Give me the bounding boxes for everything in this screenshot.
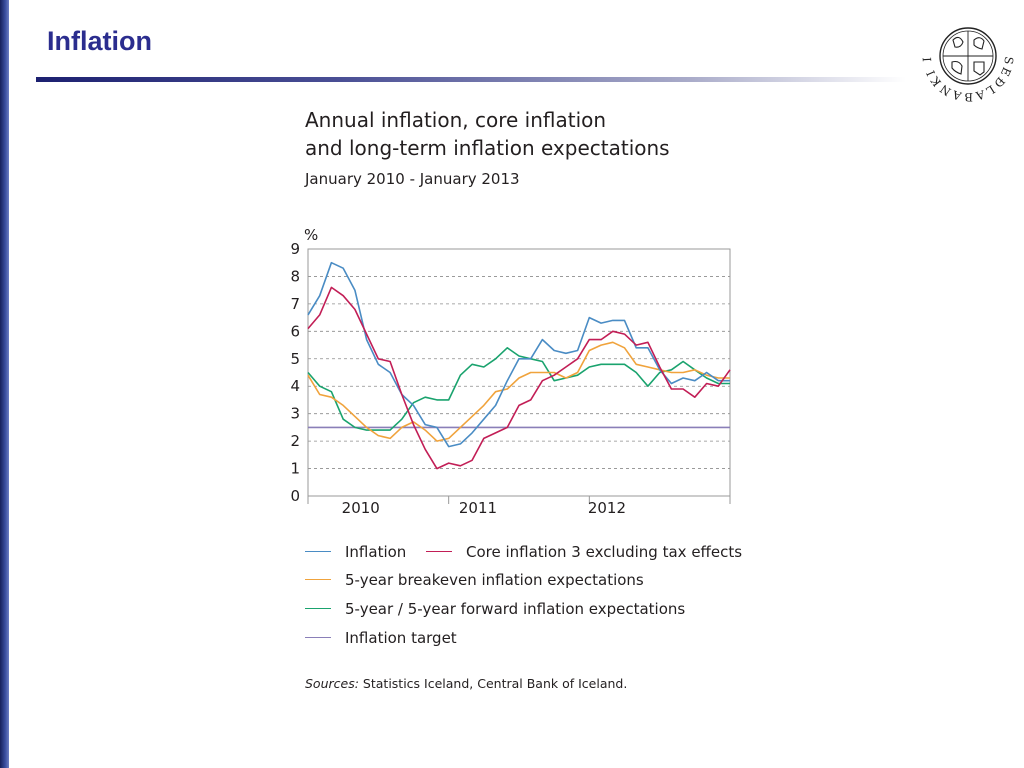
slide-title: Inflation: [47, 26, 152, 56]
y-tick-label: 8: [290, 267, 300, 285]
central-bank-logo: SEÐLABANKI ÍSLANDS: [922, 10, 1014, 102]
legend-swatch-core: [426, 551, 452, 552]
sources-note: Sources: Statistics Iceland, Central Ban…: [305, 676, 627, 691]
legend-label-forward: 5-year / 5-year forward inflation expect…: [345, 600, 686, 618]
legend-item-inflation: Inflation: [305, 543, 406, 561]
left-accent-bar: [0, 0, 9, 768]
y-tick-label: 7: [290, 295, 300, 313]
y-tick-label: 6: [290, 322, 300, 340]
y-tick-label: 5: [290, 350, 300, 368]
legend-swatch-forward: [305, 608, 331, 609]
legend-label-core: Core inflation 3 excluding tax effects: [466, 543, 743, 561]
legend-label-breakeven: 5-year breakeven inflation expectations: [345, 571, 644, 589]
legend-label-inflation: Inflation: [345, 543, 407, 561]
chart-title: Annual inflation, core inflation: [305, 108, 607, 132]
legend-item-core: Core inflation 3 excluding tax effects: [426, 543, 742, 561]
title-divider: [36, 77, 906, 82]
line-chart: 0 1 2 3 4 5 6 7 8 9% 2010 2011 2012: [290, 226, 731, 517]
y-axis-label: %: [304, 226, 318, 244]
chart-panel: Annual inflation, core inflation and lon…: [290, 100, 760, 710]
x-tick-label: 2012: [588, 499, 626, 517]
sources-text: Statistics Iceland, Central Bank of Icel…: [362, 676, 628, 691]
legend-swatch-inflation: [305, 551, 331, 552]
series-line-core: [307, 286, 731, 470]
legend-swatch-target: [305, 637, 331, 638]
legend-item-forward: 5-year / 5-year forward inflation expect…: [305, 600, 685, 618]
series-line-inflation: [307, 261, 730, 448]
y-tick-label: 1: [290, 460, 300, 478]
y-tick-label: 0: [290, 487, 300, 505]
legend-swatch-breakeven: [305, 579, 331, 580]
plot-frame: [307, 248, 731, 497]
chart-subtitle: January 2010 - January 2013: [305, 170, 520, 188]
y-tick-label: 4: [290, 377, 300, 395]
legend-item-breakeven: 5-year breakeven inflation expectations: [305, 571, 644, 589]
y-tick-label: 9: [290, 240, 300, 258]
series-line-breakeven: [307, 341, 730, 442]
y-tick-label: 2: [290, 432, 300, 450]
x-tick-label: 2010: [342, 499, 380, 517]
series-line-forward: [307, 347, 730, 431]
x-tick-label: 2011: [459, 499, 497, 517]
legend-item-target: Inflation target: [305, 629, 457, 647]
y-tick-label: 3: [290, 405, 300, 423]
chart-title-line2: and long-term inflation expectations: [305, 136, 670, 160]
legend-label-target: Inflation target: [345, 629, 457, 647]
sources-label: Sources:: [305, 676, 359, 691]
